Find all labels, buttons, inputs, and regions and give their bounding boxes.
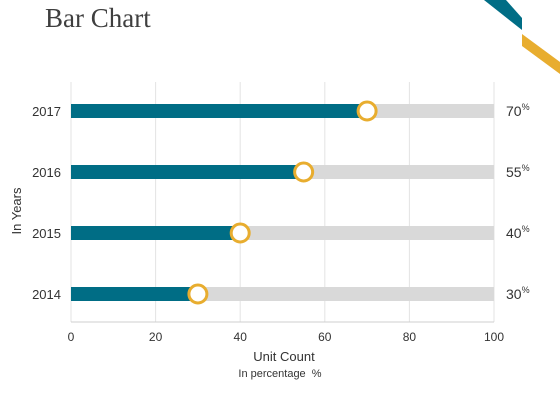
bar [71, 104, 368, 118]
x-tick-label: 60 [318, 330, 332, 344]
value-label-suffix: % [522, 285, 530, 295]
bar-marker [229, 222, 251, 244]
x-tick-label: 0 [68, 330, 75, 344]
bar-marker [293, 161, 315, 183]
value-label-suffix: % [522, 102, 530, 112]
corner-decoration [484, 0, 560, 74]
corner-stripe-gold [522, 34, 560, 74]
y-tick-label: 2016 [32, 165, 61, 180]
x-tick-label: 20 [149, 330, 163, 344]
chart-grid [70, 82, 495, 323]
bar [71, 165, 304, 179]
value-label: 40% [506, 224, 530, 241]
y-tick-label: 2015 [32, 226, 61, 241]
y-axis-ticks: 2017 2016 2015 2014 [32, 104, 61, 302]
x-tick-label: 40 [234, 330, 248, 344]
slide-title: Bar Chart [45, 3, 151, 33]
value-label: 30% [506, 285, 530, 302]
bar [71, 226, 241, 240]
y-axis-label: In Years [9, 187, 24, 234]
y-tick-label: 2017 [32, 104, 61, 119]
y-tick-label: 2014 [32, 287, 61, 302]
chart-bars [71, 100, 494, 305]
value-labels: 70% 55% 40% 30% [506, 102, 530, 302]
bar-marker [356, 100, 378, 122]
x-axis-sublabel: In percentage % [238, 368, 321, 380]
value-label: 55% [506, 163, 530, 180]
x-axis-ticks: 0 20 40 60 80 100 [68, 330, 505, 344]
value-label-suffix: % [522, 224, 530, 234]
x-tick-label: 100 [484, 330, 504, 344]
x-axis-label: Unit Count [253, 349, 315, 364]
bar [71, 287, 198, 301]
x-tick-label: 80 [403, 330, 417, 344]
value-label-suffix: % [522, 163, 530, 173]
value-label: 70% [506, 102, 530, 119]
bar-marker [187, 283, 209, 305]
corner-stripe-teal [484, 0, 522, 30]
